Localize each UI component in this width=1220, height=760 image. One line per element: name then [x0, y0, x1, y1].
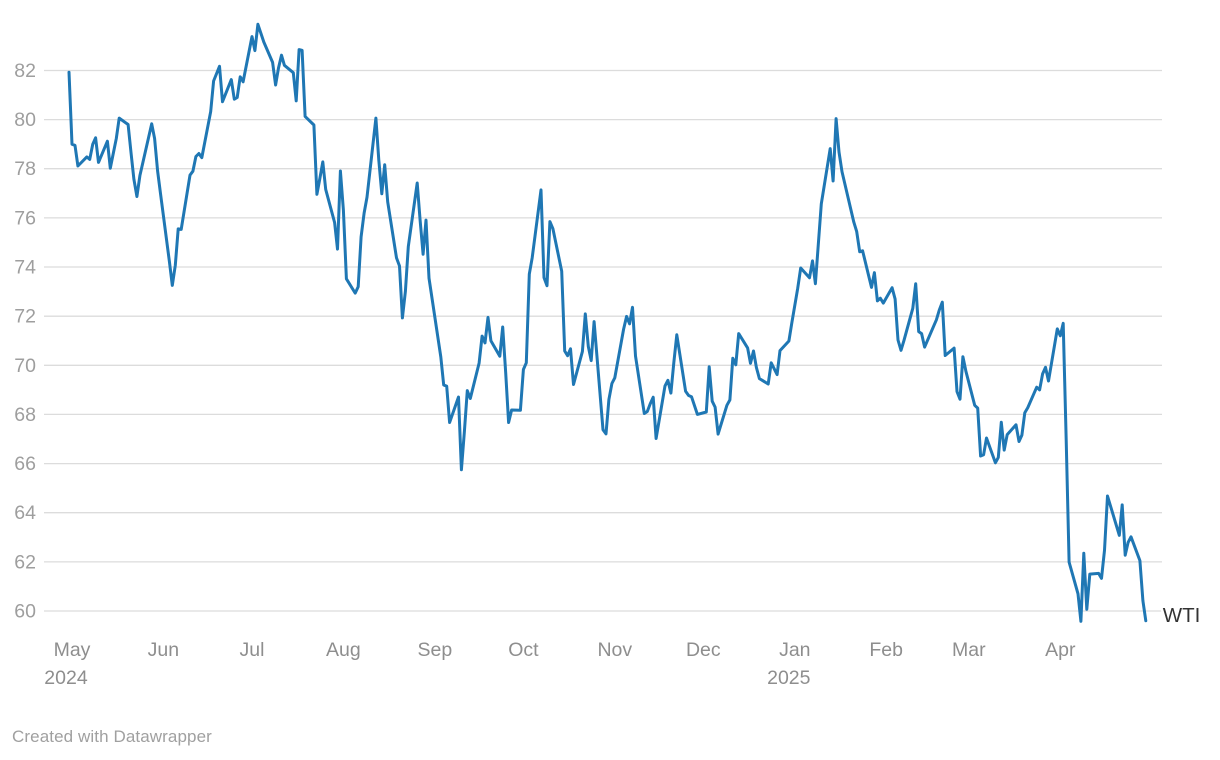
y-tick-label-76: 76: [14, 207, 36, 229]
x-tick-label-apr: Apr: [1045, 639, 1076, 661]
line-chart-canvas: 60 62 64 66 68 70 72 74 76 78 80 82 May 2024 Jun Jul Aug…: [14, 22, 1201, 689]
y-tick-label-70: 70: [14, 355, 36, 377]
y-tick-label-68: 68: [14, 404, 36, 426]
x-tick-label-jul: Jul: [240, 639, 265, 661]
x-tick-year-2024: 2024: [44, 667, 88, 689]
y-tick-label-82: 82: [14, 60, 36, 82]
x-tick-label-may: May: [54, 639, 91, 661]
y-tick-label-66: 66: [14, 453, 36, 475]
x-tick-label-jun: Jun: [148, 639, 179, 661]
y-tick-label-72: 72: [14, 306, 36, 328]
x-tick-label-jan: Jan: [779, 639, 810, 661]
x-tick-year-2025: 2025: [767, 667, 811, 689]
y-tick-label-80: 80: [14, 109, 36, 131]
x-axis-labels: May 2024 Jun Jul Aug Sep Oct Nov Dec Jan 2025 Feb Ma…: [44, 639, 1076, 689]
x-tick-label-sep: Sep: [418, 639, 453, 661]
x-tick-label-aug: Aug: [326, 639, 361, 661]
x-tick-label-mar: Mar: [952, 639, 986, 661]
y-tick-label-62: 62: [14, 551, 36, 573]
x-tick-label-oct: Oct: [508, 639, 539, 661]
x-tick-label-feb: Feb: [869, 639, 903, 661]
y-tick-label-64: 64: [14, 502, 36, 524]
y-tick-label-74: 74: [14, 257, 36, 279]
price-line-wti[interactable]: [67, 22, 1148, 623]
y-axis-labels: 60 62 64 66 68 70 72 74 76 78 80 82: [14, 60, 36, 623]
x-tick-label-nov: Nov: [597, 639, 632, 661]
series-end-label-wti: WTI: [1163, 604, 1201, 627]
x-tick-label-dec: Dec: [686, 639, 721, 661]
datawrapper-credit: Created with Datawrapper: [12, 727, 212, 746]
y-gridlines: [44, 69, 1162, 612]
y-tick-label-78: 78: [14, 158, 36, 180]
y-tick-label-60: 60: [14, 601, 36, 623]
